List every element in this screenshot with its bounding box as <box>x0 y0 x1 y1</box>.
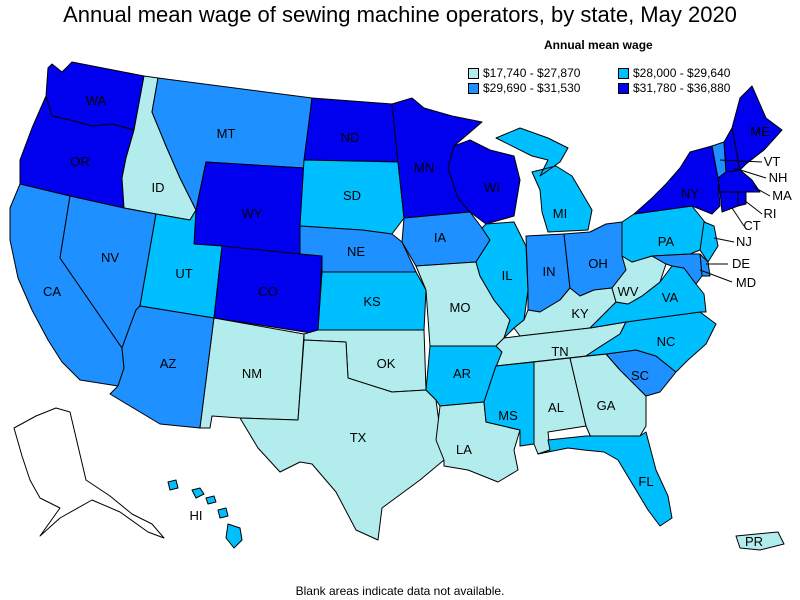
legend-item-tier-1: $17,740 - $27,870 <box>468 66 580 80</box>
label-ia: IA <box>434 230 447 245</box>
legend-title: Annual mean wage <box>544 38 653 52</box>
label-or: OR <box>70 154 90 169</box>
label-ga: GA <box>597 398 616 413</box>
state-mi[interactable] <box>495 127 593 233</box>
state-md[interactable] <box>651 253 703 285</box>
label-mt: MT <box>217 126 236 141</box>
legend-label-tier-4: $31,780 - $36,880 <box>633 81 731 95</box>
label-la: LA <box>456 442 472 457</box>
label-pr: PR <box>745 534 763 549</box>
legend-label-tier-1: $17,740 - $27,870 <box>483 66 581 80</box>
label-tn: TN <box>551 344 568 359</box>
label-nj: NJ <box>736 234 752 249</box>
state-ak[interactable] <box>13 407 165 539</box>
label-nc: NC <box>657 334 676 349</box>
legend-item-tier-2: $28,000 - $29,640 <box>618 66 730 80</box>
label-oh: OH <box>588 256 608 271</box>
state-me[interactable] <box>731 85 783 171</box>
label-nd: ND <box>341 130 360 145</box>
label-sd: SD <box>343 188 361 203</box>
legend-item-tier-3: $29,690 - $31,530 <box>468 81 580 95</box>
label-wi: WI <box>484 180 500 195</box>
label-mi: MI <box>553 206 567 221</box>
label-ky: KY <box>571 306 589 321</box>
label-fl: FL <box>638 474 653 489</box>
label-nv: NV <box>101 250 119 265</box>
label-tx: TX <box>350 430 367 445</box>
label-va: VA <box>662 290 679 305</box>
label-ar: AR <box>453 366 471 381</box>
label-ny: NY <box>681 186 699 201</box>
state-ct[interactable] <box>719 191 739 213</box>
footnote: Blank areas indicate data not available. <box>295 584 505 598</box>
state-wi[interactable] <box>447 139 521 225</box>
legend-swatch-tier-1 <box>468 67 479 79</box>
label-ct: CT <box>743 218 760 233</box>
label-mo: MO <box>450 300 471 315</box>
label-sc: SC <box>631 368 649 383</box>
label-mn: MN <box>414 160 434 175</box>
label-id: ID <box>152 180 165 195</box>
label-vt: VT <box>764 154 781 169</box>
state-hi[interactable] <box>167 479 243 549</box>
label-me: ME <box>750 124 770 139</box>
state-ma[interactable] <box>717 169 761 193</box>
label-al: AL <box>548 400 564 415</box>
legend-swatch-tier-4 <box>618 82 629 94</box>
state-tx[interactable] <box>239 339 445 541</box>
label-co: CO <box>258 284 278 299</box>
state-pr[interactable] <box>735 531 785 551</box>
label-ms: MS <box>498 408 518 423</box>
label-wa: WA <box>86 93 107 108</box>
state-nj[interactable] <box>699 221 719 263</box>
label-ks: KS <box>363 294 381 309</box>
label-de: DE <box>732 256 750 271</box>
label-in: IN <box>543 264 556 279</box>
label-az: AZ <box>160 356 177 371</box>
label-ok: OK <box>377 356 396 371</box>
label-pa: PA <box>658 234 675 249</box>
label-ma: MA <box>772 188 792 203</box>
label-il: IL <box>502 268 513 283</box>
legend-item-tier-4: $31,780 - $36,880 <box>618 81 730 95</box>
label-md: MD <box>736 275 756 290</box>
legend-swatch-tier-3 <box>468 82 479 94</box>
label-wv: WV <box>618 284 639 299</box>
legend-label-tier-2: $28,000 - $29,640 <box>633 66 731 80</box>
leader-lines <box>699 159 771 283</box>
label-nm: NM <box>242 366 262 381</box>
map-title: Annual mean wage of sewing machine opera… <box>63 2 737 27</box>
label-hi: HI <box>190 508 203 523</box>
label-wy: WY <box>242 206 263 221</box>
state-ri[interactable] <box>737 191 747 207</box>
state-labels: WA OR CA ID NV MT WY UT AZ CO NM ND SD N… <box>43 93 792 549</box>
state-ks[interactable] <box>317 271 427 331</box>
label-nh: NH <box>769 170 788 185</box>
label-ne: NE <box>347 244 365 259</box>
state-fl[interactable] <box>537 431 673 527</box>
label-ri: RI <box>764 206 777 221</box>
state-ny[interactable] <box>633 145 721 215</box>
label-ca: CA <box>43 284 61 299</box>
legend-swatch-tier-2 <box>618 67 629 79</box>
label-ut: UT <box>175 266 192 281</box>
legend-label-tier-3: $29,690 - $31,530 <box>483 81 581 95</box>
